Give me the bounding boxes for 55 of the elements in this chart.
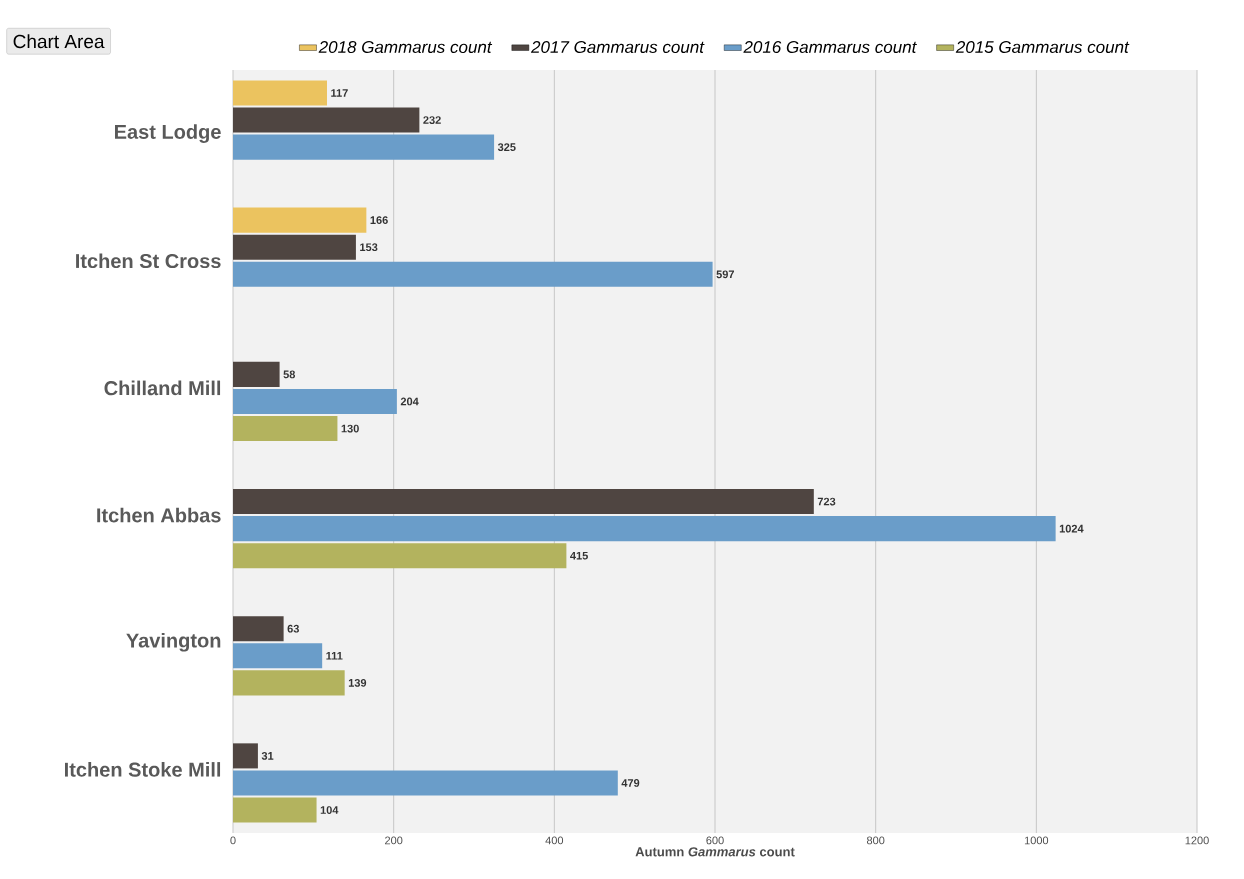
bar [233,797,317,823]
data-label: 325 [497,143,516,152]
data-label: 415 [570,551,588,560]
bar [233,489,814,515]
bar [233,234,356,260]
data-label: 111 [326,652,343,660]
data-label: 166 [370,216,388,225]
data-label: 63 [287,624,299,633]
data-label: 31 [261,751,274,760]
y-tick-label: Itchen St Cross [76,253,221,269]
legend-label: 2018 Gammarus count [318,41,493,54]
bar [233,516,1056,542]
data-label: 130 [341,424,359,433]
x-tick-label: 1000 [1024,836,1049,845]
text: Chart Area [13,34,105,49]
y-tick-label: Chilland Mill [104,380,221,396]
x-tick-label: 600 [706,836,724,845]
bar [233,643,323,669]
bar [233,134,495,160]
bar [233,616,284,642]
y-tick-label: Itchen Stoke Mill [65,762,221,777]
bar [233,261,713,287]
data-label: 1024 [1059,524,1084,533]
y-tick-label: Yavington [126,632,221,652]
data-label: 723 [817,497,836,506]
bar [233,416,338,442]
bar [233,80,327,106]
x-tick-label: 1200 [1185,836,1209,845]
bar [233,361,280,387]
data-label: 153 [360,243,378,252]
y-tick-label: Itchen Abbas [97,507,221,523]
bar [233,388,397,414]
bar [233,207,367,233]
legend-label: 2017 Gammarus count [530,41,705,54]
x-tick-label: 200 [385,836,403,845]
x-axis-title: Autumn Gammarus count [635,847,795,857]
data-label: 597 [716,270,734,279]
bar [233,107,420,133]
x-tick-label: 800 [866,836,885,845]
data-label: 117 [331,89,348,97]
x-tick-label: 400 [545,836,564,845]
x-tick-label: 0 [230,836,236,845]
data-label: 104 [320,806,339,814]
data-label: 204 [400,397,419,406]
y-tick-label: East Lodge [115,124,221,143]
legend-label: 2015 Gammarus count [955,41,1130,54]
data-label: 479 [621,779,640,787]
bar [233,670,345,696]
data-label: 58 [283,370,296,379]
data-label: 232 [423,116,441,124]
data-label: 139 [348,679,367,687]
legend-label: 2016 Gammarus count [743,41,917,54]
bar [233,743,258,769]
bar [233,543,567,569]
bar [233,770,618,796]
